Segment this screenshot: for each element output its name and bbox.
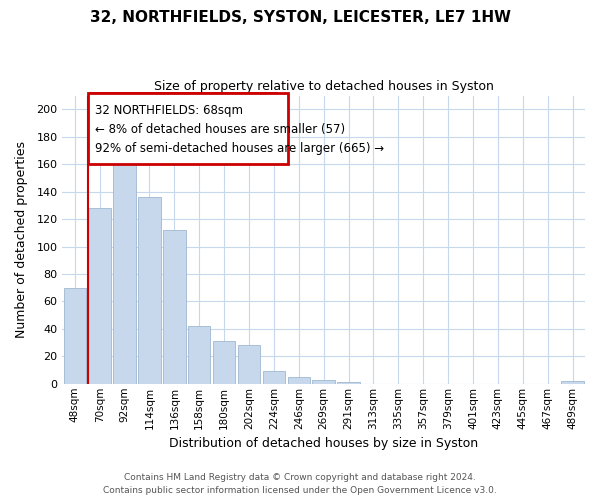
Bar	[313, 380, 335, 384]
Bar	[238, 346, 260, 384]
Bar	[562, 381, 584, 384]
FancyBboxPatch shape	[89, 93, 277, 158]
Bar	[337, 382, 360, 384]
Y-axis label: Number of detached properties: Number of detached properties	[15, 141, 28, 338]
FancyBboxPatch shape	[88, 93, 287, 164]
Bar	[188, 326, 211, 384]
X-axis label: Distribution of detached houses by size in Syston: Distribution of detached houses by size …	[169, 437, 478, 450]
Bar	[163, 230, 185, 384]
Bar	[213, 341, 235, 384]
Bar	[88, 208, 111, 384]
Text: ← 8% of detached houses are smaller (57): ← 8% of detached houses are smaller (57)	[95, 123, 345, 136]
Bar	[113, 160, 136, 384]
Bar	[287, 377, 310, 384]
Bar	[263, 372, 285, 384]
Title: Size of property relative to detached houses in Syston: Size of property relative to detached ho…	[154, 80, 494, 93]
Bar	[64, 288, 86, 384]
Text: Contains HM Land Registry data © Crown copyright and database right 2024.
Contai: Contains HM Land Registry data © Crown c…	[103, 474, 497, 495]
Text: 92% of semi-detached houses are larger (665) →: 92% of semi-detached houses are larger (…	[95, 142, 384, 155]
Bar	[138, 197, 161, 384]
Text: 32 NORTHFIELDS: 68sqm: 32 NORTHFIELDS: 68sqm	[95, 104, 242, 117]
Text: 32, NORTHFIELDS, SYSTON, LEICESTER, LE7 1HW: 32, NORTHFIELDS, SYSTON, LEICESTER, LE7 …	[89, 10, 511, 25]
